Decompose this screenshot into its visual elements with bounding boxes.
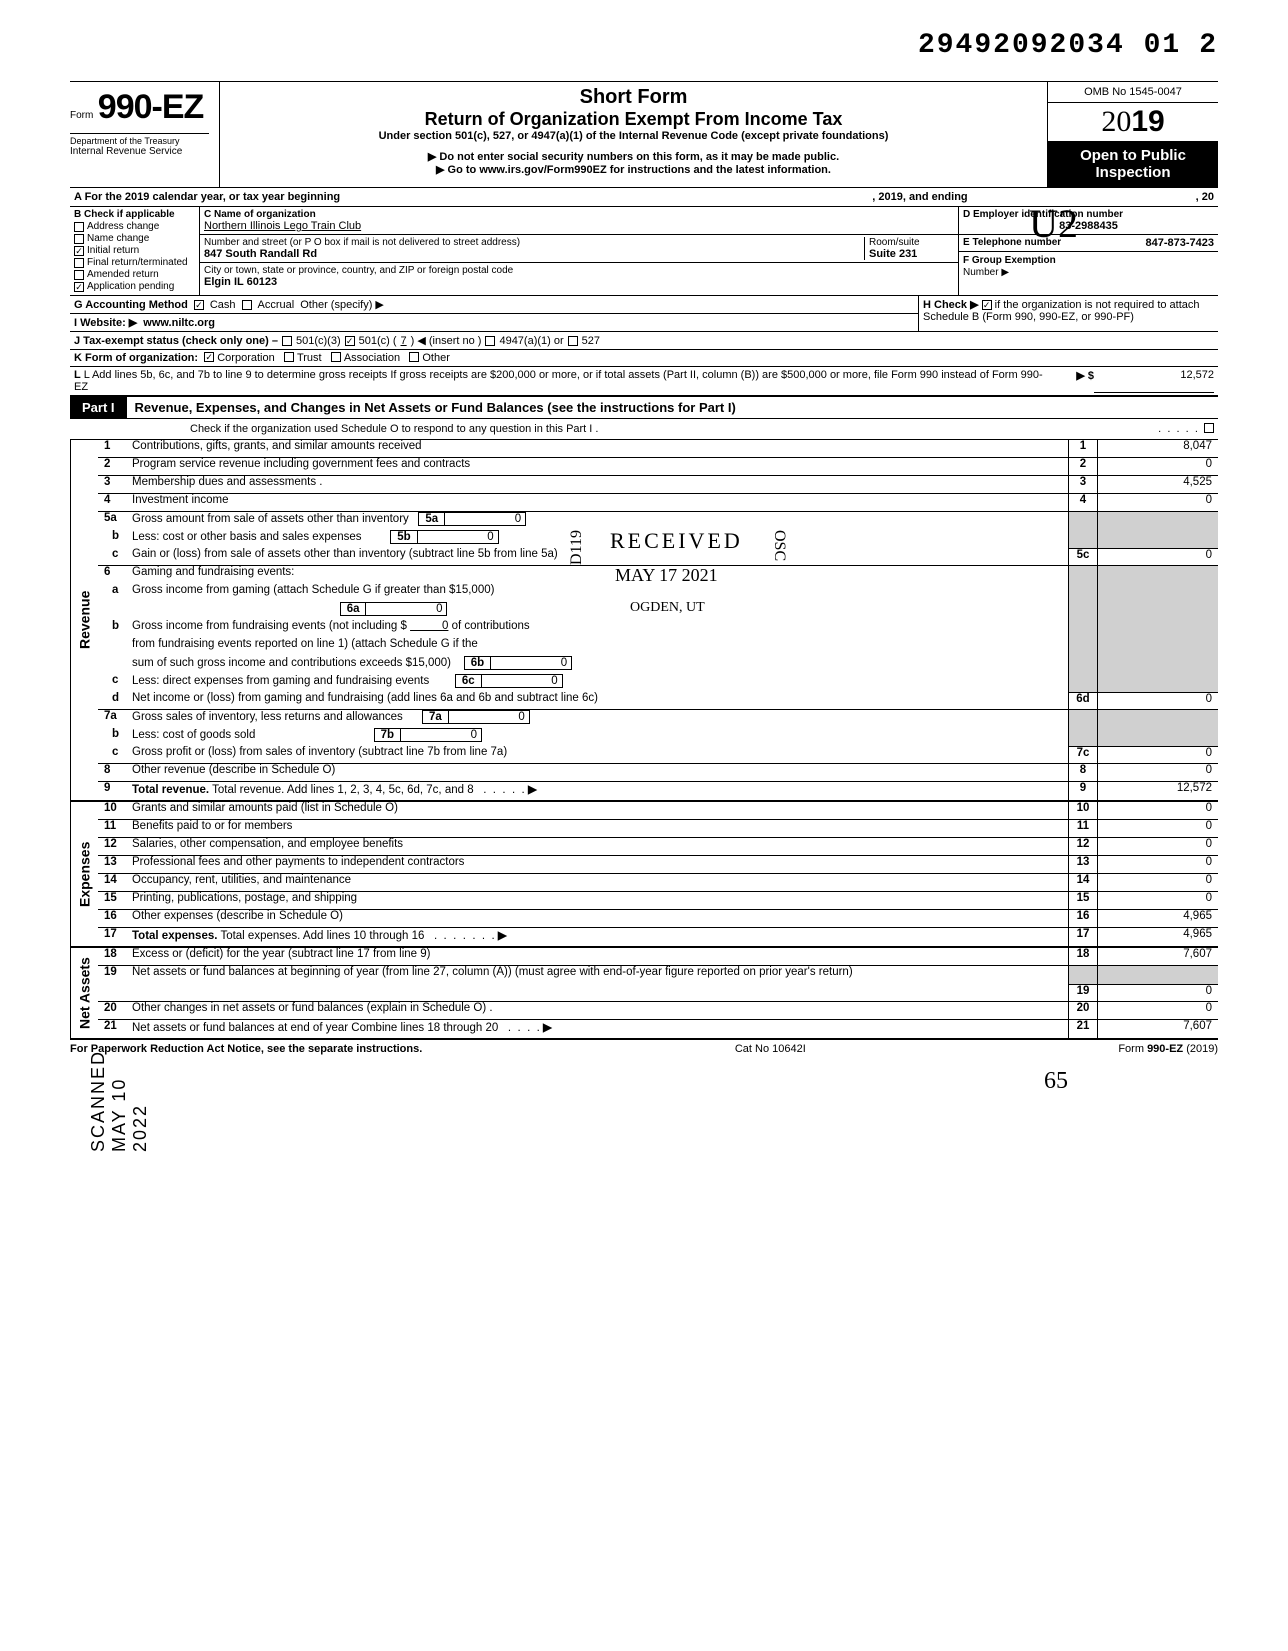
footer: For Paperwork Reduction Act Notice, see … [70, 1040, 1218, 1055]
line17-value: 4,965 [1098, 928, 1218, 946]
form-prefix: Form [70, 110, 93, 121]
501c-number: 7 [401, 335, 407, 347]
initials-stamp: U2 [1029, 200, 1078, 247]
c-label: C Name of organization [204, 209, 954, 220]
line10-value: 0 [1098, 802, 1218, 819]
chk-assoc[interactable] [331, 352, 341, 362]
dept-treasury: Department of the Treasury [70, 133, 209, 146]
city-state-zip: Elgin IL 60123 [204, 276, 954, 288]
open-to-public: Open to PublicInspection [1048, 141, 1218, 187]
chk-h[interactable]: ✓ [982, 300, 992, 310]
form-number: 990-EZ [98, 88, 204, 126]
title-ssn-warning: ▶ Do not enter social security numbers o… [230, 150, 1037, 163]
line1-value: 8,047 [1098, 440, 1218, 457]
suite: Suite 231 [869, 248, 954, 260]
dln-number: 29492092034 012 [70, 30, 1218, 61]
l-value: 12,572 [1094, 369, 1214, 393]
chk-other[interactable] [409, 352, 419, 362]
phone: 847-873-7423 [1145, 237, 1214, 249]
line9-value: 12,572 [1098, 782, 1218, 800]
title-return: Return of Organization Exempt From Incom… [230, 109, 1037, 130]
i-label: I Website: ▶ [74, 316, 137, 329]
ein: 83-2988435 [963, 220, 1214, 232]
omb-number: OMB No 1545-0047 [1048, 82, 1218, 103]
line12-value: 0 [1098, 838, 1218, 855]
g-label: G Accounting Method [74, 299, 188, 311]
f-label2: Number ▶ [963, 267, 1009, 278]
h-label: H Check ▶ [923, 299, 979, 311]
title-section: Under section 501(c), 527, or 4947(a)(1)… [230, 130, 1037, 142]
chk-501c[interactable]: ✓ [345, 336, 355, 346]
chk-name[interactable] [74, 234, 84, 244]
line18-value: 7,607 [1098, 948, 1218, 965]
chk-527[interactable] [568, 336, 578, 346]
chk-final[interactable] [74, 258, 84, 268]
netassets-label: Net Assets [70, 948, 98, 1038]
line8-value: 0 [1098, 764, 1218, 781]
chk-initial[interactable]: ✓ [74, 246, 84, 256]
line3-value: 4,525 [1098, 476, 1218, 493]
chk-amended[interactable] [74, 270, 84, 280]
chk-4947[interactable] [485, 336, 495, 346]
line2-value: 0 [1098, 458, 1218, 475]
expenses-label: Expenses [70, 802, 98, 946]
line21-value: 7,607 [1098, 1020, 1218, 1038]
scanned-stamp: SCANNED MAY 10 2022 [88, 1050, 151, 1152]
row-k: K Form of organization: ✓ Corporation Tr… [70, 350, 1218, 367]
line4-value: 0 [1098, 494, 1218, 511]
part1-check-o: Check if the organization used Schedule … [70, 419, 1218, 440]
org-name: Northern Illinois Lego Train Club [204, 220, 954, 232]
street-address: 847 South Randall Rd [204, 248, 864, 260]
title-goto: ▶ Go to www.irs.gov/Form990EZ for instru… [230, 163, 1037, 176]
line20-value: 0 [1098, 1002, 1218, 1019]
line13-value: 0 [1098, 856, 1218, 873]
line15-value: 0 [1098, 892, 1218, 909]
chk-pending[interactable]: ✓ [74, 282, 84, 292]
chk-address[interactable] [74, 222, 84, 232]
tax-year: 2019 [1048, 103, 1218, 141]
addr-label: Number and street (or P O box if mail is… [204, 237, 864, 248]
f-label: F Group Exemption [963, 255, 1056, 266]
line14-value: 0 [1098, 874, 1218, 891]
chk-accrual[interactable] [242, 300, 252, 310]
row-l: L L Add lines 5b, 6c, and 7b to line 9 t… [70, 367, 1218, 397]
chk-cash[interactable]: ✓ [194, 300, 204, 310]
line5c-value: 0 [1098, 548, 1218, 565]
website: www.niltc.org [143, 317, 215, 329]
line6d-value: 0 [1098, 692, 1218, 709]
b-label: B Check if applicable [74, 209, 195, 220]
title-short-form: Short Form [230, 86, 1037, 109]
city-label: City or town, state or province, country… [204, 265, 954, 276]
chk-corp[interactable]: ✓ [204, 352, 214, 362]
dept-irs: Internal Revenue Service [70, 146, 209, 157]
chk-501c3[interactable] [282, 336, 292, 346]
line16-value: 4,965 [1098, 910, 1218, 927]
revenue-label: Revenue [70, 440, 98, 800]
line19-value: 0 [1098, 984, 1218, 1001]
line11-value: 0 [1098, 820, 1218, 837]
d-label: D Employer identification number [963, 209, 1214, 220]
row-j: J Tax-exempt status (check only one) – 5… [70, 332, 1218, 350]
room-label: Room/suite [869, 237, 954, 248]
chk-trust[interactable] [284, 352, 294, 362]
chk-schedule-o[interactable] [1204, 423, 1214, 433]
part1-header: Part I Revenue, Expenses, and Changes in… [70, 397, 1218, 419]
form-header: Form 990-EZ Department of the Treasury I… [70, 81, 1218, 188]
handwritten-number: 65 [1044, 1068, 1068, 1095]
line7c-value: 0 [1098, 746, 1218, 763]
